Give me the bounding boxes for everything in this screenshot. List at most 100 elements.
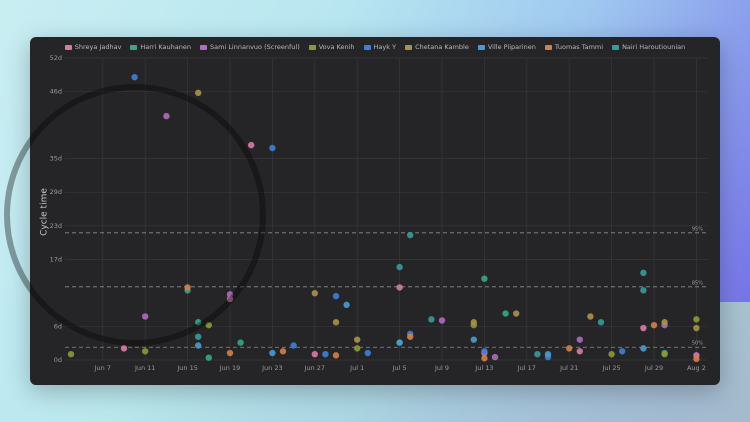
legend-item[interactable]: Vova Kenih: [308, 43, 355, 51]
data-point: [269, 349, 276, 357]
data-point: [290, 342, 297, 349]
legend-swatch: [363, 44, 371, 50]
data-point: [354, 345, 361, 352]
reference-label: 95%: [692, 226, 703, 232]
magnifier-ring: [4, 84, 266, 346]
data-point: [693, 355, 700, 363]
data-point: [640, 324, 647, 332]
x-tick-label: Jun 15: [176, 364, 198, 372]
data-point: [205, 354, 212, 361]
legend-label: Shreya Jadhav: [74, 43, 122, 51]
data-point: [470, 319, 477, 326]
data-point: [428, 316, 435, 323]
data-point: [311, 350, 318, 358]
data-point: [470, 336, 477, 343]
data-point: [481, 275, 488, 282]
legend-item[interactable]: Harri Kauhanen: [130, 43, 191, 51]
x-tick-label: Jul 21: [559, 364, 578, 372]
data-point: [131, 73, 138, 81]
data-point: [407, 333, 414, 340]
legend-label: Ville Piiparinen: [487, 43, 536, 51]
data-point: [248, 141, 255, 149]
data-point: [481, 355, 488, 362]
x-tick-label: Jul 5: [392, 364, 407, 372]
x-tick-label: Jun 11: [134, 364, 156, 372]
data-point: [279, 348, 287, 355]
data-point: [364, 349, 371, 357]
data-point: [237, 339, 244, 346]
legend-label: Sami Linnanvuo (Screenful): [210, 43, 300, 51]
legend-swatch: [544, 44, 552, 50]
data-point: [184, 284, 191, 291]
legend: Shreya Jadhav Harri Kauhanen Sami Linnanvu…: [30, 43, 720, 51]
legend-label: Hayk Y: [373, 43, 397, 51]
legend-item[interactable]: Chetana Kamble: [405, 43, 469, 51]
x-tick-label: Jul 25: [602, 364, 621, 372]
legend-swatch: [477, 44, 485, 50]
data-point: [576, 348, 583, 355]
data-point: [269, 144, 276, 152]
data-point: [576, 336, 583, 343]
legend-label: Nairi Haroutiounian: [622, 43, 686, 51]
data-point: [608, 350, 615, 358]
reference-label: 50%: [692, 341, 703, 347]
x-tick-label: Jul 13: [474, 364, 493, 372]
data-point: [195, 333, 202, 340]
x-tick-label: Jun 19: [219, 364, 241, 372]
data-point: [67, 350, 75, 358]
data-point: [693, 324, 700, 332]
data-point: [142, 313, 149, 320]
y-tick-label: 6d: [54, 322, 62, 330]
data-point: [142, 348, 149, 355]
data-point: [597, 319, 605, 326]
data-point: [311, 290, 318, 297]
data-point: [322, 350, 329, 358]
data-point: [195, 319, 202, 326]
reference-label: 85%: [692, 280, 703, 286]
data-point: [332, 292, 340, 300]
data-point: [544, 350, 552, 358]
legend-swatch: [308, 44, 316, 50]
legend-item[interactable]: Tuomas Tammi: [544, 43, 604, 51]
data-point: [534, 350, 541, 358]
y-axis-label: Cycle time: [40, 188, 50, 236]
data-point: [195, 89, 202, 97]
y-tick-label: 0d: [54, 356, 62, 364]
x-tick-label: Jul 1: [349, 364, 364, 372]
data-point: [693, 316, 700, 323]
legend-item[interactable]: Nairi Haroutiounian: [612, 43, 685, 51]
x-tick-label: Jul 29: [644, 364, 663, 372]
y-tick-label: 29d: [50, 188, 62, 196]
legend-item[interactable]: Sami Linnanvuo (Screenful): [200, 43, 300, 51]
legend-label: Chetana Kamble: [415, 43, 469, 51]
data-point: [332, 352, 340, 359]
data-point: [491, 353, 499, 361]
data-point: [120, 345, 128, 352]
data-point: [650, 321, 658, 329]
legend-label: Tuomas Tammi: [554, 43, 604, 51]
data-point: [396, 284, 403, 291]
legend-swatch: [200, 44, 207, 50]
legend-item[interactable]: Hayk Y: [363, 43, 397, 51]
data-point: [343, 301, 350, 309]
legend-item[interactable]: Shreya Jadhav: [64, 43, 122, 51]
data-point: [587, 313, 594, 320]
data-point: [226, 295, 234, 303]
data-point: [502, 310, 509, 317]
x-tick-label: Jul 9: [434, 364, 449, 372]
x-tick-label: Jun 23: [261, 364, 283, 372]
data-point: [407, 231, 414, 239]
data-point: [354, 336, 361, 343]
data-point: [438, 317, 446, 324]
y-tick-label: 46d: [50, 88, 62, 96]
y-tick-label: 23d: [50, 222, 62, 230]
legend-swatch: [64, 44, 72, 50]
legend-label: Vova Kenih: [318, 43, 355, 51]
legend-swatch: [405, 44, 413, 50]
data-point: [661, 319, 668, 326]
data-point: [396, 263, 403, 271]
legend-swatch: [130, 44, 138, 50]
data-point: [640, 269, 647, 277]
legend-item[interactable]: Ville Piiparinen: [477, 43, 536, 51]
